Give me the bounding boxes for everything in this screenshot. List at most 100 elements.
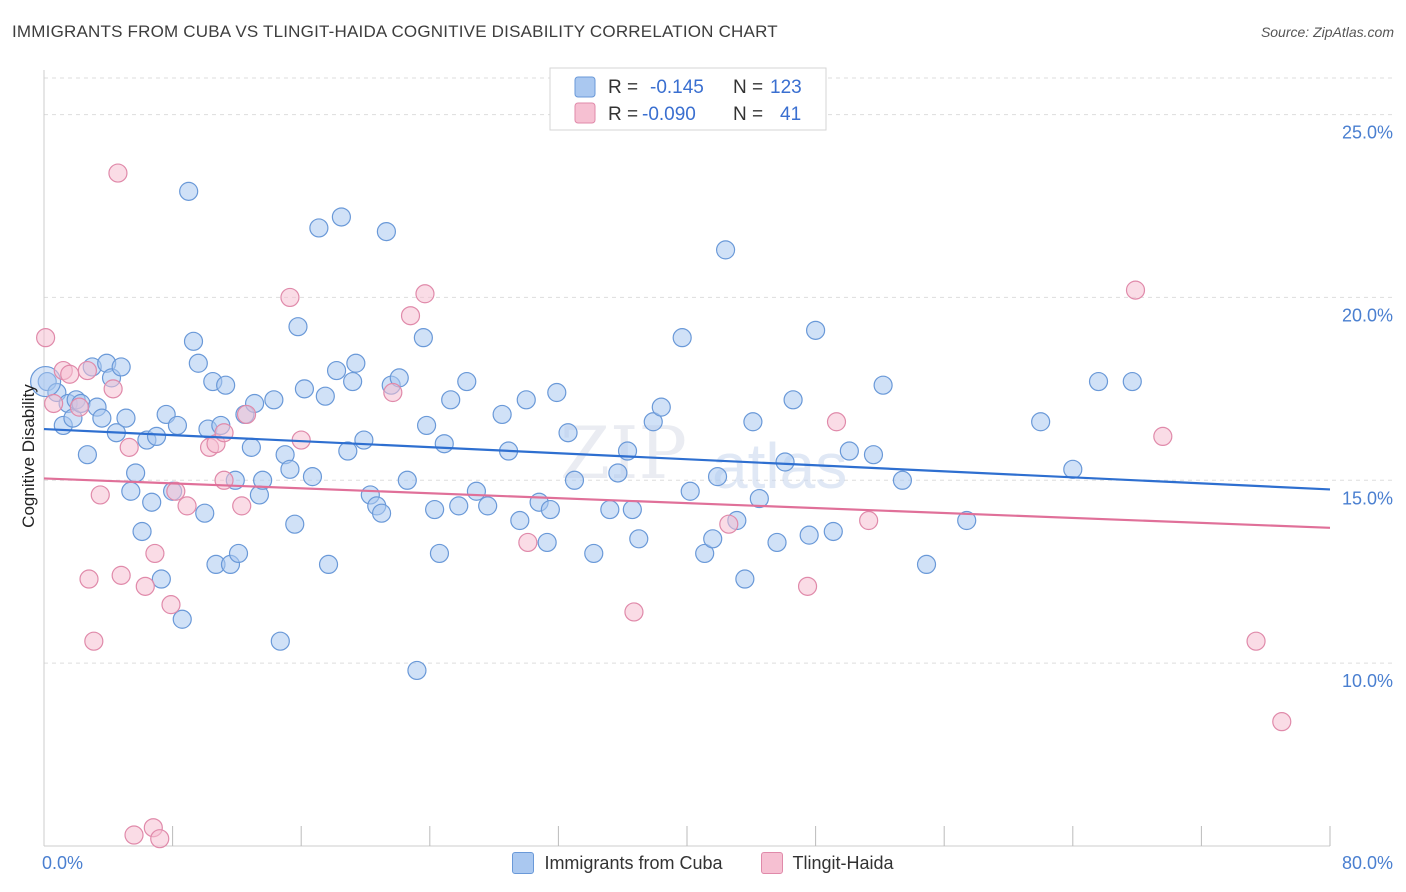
point-cuba <box>478 496 498 516</box>
point-cuba <box>241 437 261 457</box>
point-tlingit <box>135 576 155 596</box>
legend-r-value-1: -0.145 <box>650 77 704 98</box>
point-cuba <box>457 371 477 392</box>
point-tlingit <box>84 631 104 651</box>
point-cuba <box>584 543 604 564</box>
point-cuba <box>397 470 417 490</box>
point-cuba <box>179 181 199 201</box>
point-cuba <box>749 488 769 509</box>
point-cuba <box>957 510 977 531</box>
point-cuba <box>703 529 723 549</box>
point-tlingit <box>119 437 139 457</box>
point-cuba <box>434 434 454 454</box>
point-cuba-cluster <box>30 365 62 398</box>
point-cuba <box>547 382 567 403</box>
legend-swatch-cuba <box>512 852 535 874</box>
point-cuba <box>132 521 152 542</box>
point-cuba <box>172 609 192 629</box>
x-tick-label: 0.0% <box>42 853 83 873</box>
point-cuba <box>425 499 445 520</box>
point-tlingit <box>124 825 144 845</box>
point-cuba <box>600 499 620 520</box>
point-cuba <box>743 412 763 432</box>
x-tick-labels: 0.0% 80.0% <box>42 853 1393 873</box>
series-tlingit-haida <box>36 163 1292 849</box>
legend-swatch-pink <box>574 102 596 124</box>
point-cuba <box>264 390 284 410</box>
point-cuba <box>343 371 363 392</box>
point-tlingit <box>150 829 170 849</box>
point-cuba <box>643 412 663 432</box>
point-tlingit <box>1125 280 1146 300</box>
point-tlingit <box>111 565 131 585</box>
point-cuba <box>449 496 469 516</box>
point-cuba <box>715 240 736 260</box>
top-legend: R = -0.145 N = 123 R = -0.090 N = 41 <box>549 67 827 131</box>
point-tlingit <box>797 576 818 596</box>
point-cuba <box>116 408 136 428</box>
point-cuba <box>253 470 273 490</box>
point-cuba <box>492 404 512 425</box>
point-tlingit <box>69 397 89 417</box>
point-cuba <box>146 426 167 446</box>
point-cuba <box>767 532 787 553</box>
point-cuba <box>302 467 323 487</box>
point-cuba <box>873 375 893 395</box>
legend-n-label-2: N = <box>733 104 763 125</box>
watermark: ZIP atlas <box>560 411 847 502</box>
y-tick-label: 15.0% <box>1342 488 1393 508</box>
y-tick-label: 20.0% <box>1342 305 1393 325</box>
point-cuba <box>142 492 162 512</box>
point-cuba <box>346 353 366 373</box>
point-cuba <box>441 390 461 410</box>
x-tick-label: 80.0% <box>1342 853 1393 873</box>
point-tlingit <box>44 393 64 414</box>
point-cuba <box>326 360 347 381</box>
point-tlingit <box>1272 712 1292 732</box>
legend-n-value-2: 41 <box>780 104 801 125</box>
point-cuba <box>288 317 308 337</box>
point-cuba <box>516 390 536 410</box>
point-cuba <box>775 452 795 472</box>
point-cuba <box>167 415 188 436</box>
point-tlingit <box>859 510 879 531</box>
point-tlingit <box>415 284 435 304</box>
legend-label-cuba: Immigrants from Cuba <box>544 852 723 873</box>
point-cuba <box>510 510 530 531</box>
point-cuba <box>622 499 642 520</box>
point-tlingit <box>145 543 165 564</box>
point-cuba <box>195 503 215 523</box>
point-cuba <box>863 445 884 465</box>
point-cuba <box>1088 371 1109 392</box>
point-cuba <box>805 320 826 340</box>
point-tlingit <box>236 404 257 425</box>
point-tlingit <box>826 412 847 432</box>
point-cuba <box>111 357 131 377</box>
point-cuba <box>270 631 290 651</box>
point-cuba <box>376 222 396 242</box>
legend-item-cuba: Immigrants from Cuba <box>512 852 723 874</box>
point-tlingit <box>36 328 56 348</box>
point-cuba <box>651 397 671 417</box>
point-tlingit <box>400 306 421 326</box>
point-cuba <box>1122 371 1142 392</box>
y-tick-labels: 10.0% 15.0% 20.0% 25.0% <box>1342 123 1393 692</box>
point-tlingit <box>232 496 252 516</box>
point-cuba <box>466 481 487 501</box>
grid-lines <box>44 77 1392 664</box>
point-tlingit <box>214 423 234 443</box>
point-cuba <box>338 441 358 461</box>
y-tick-label: 25.0% <box>1342 123 1393 143</box>
legend-n-label-1: N = <box>733 77 763 98</box>
source-label: Source: ZipAtlas.com <box>1260 24 1394 40</box>
legend-item-tlingit: Tlingit-Haida <box>760 852 894 874</box>
point-tlingit <box>518 532 538 553</box>
point-cuba <box>892 470 913 490</box>
point-tlingit <box>280 287 300 308</box>
point-tlingit <box>103 379 123 399</box>
bottom-legend: Immigrants from Cuba Tlingit-Haida <box>0 852 1406 874</box>
point-cuba <box>151 569 171 589</box>
trend-line-cuba <box>43 427 1331 491</box>
y-tick-label: 10.0% <box>1342 671 1393 691</box>
legend-r-label-2: R = <box>608 104 638 125</box>
